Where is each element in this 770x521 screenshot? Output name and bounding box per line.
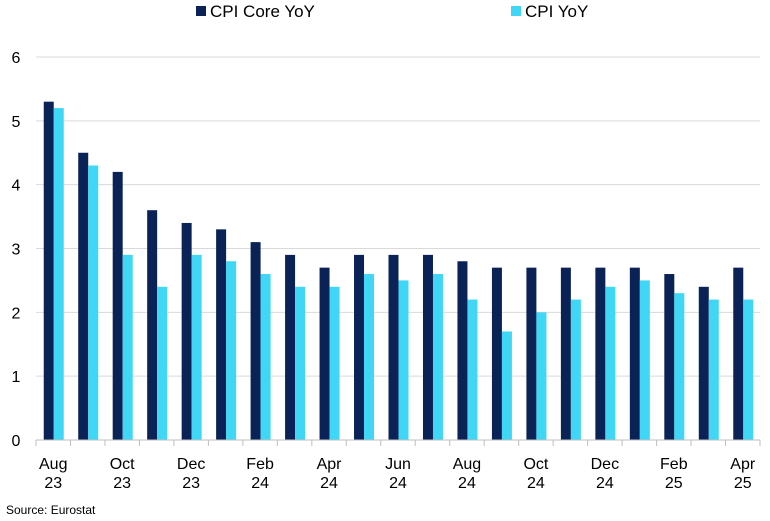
y-tick-label: 3: [12, 242, 21, 259]
bar-cpi-core: [422, 254, 433, 440]
bar-cpi: [605, 286, 616, 440]
x-tick-label: 24: [251, 475, 269, 492]
bar-cpi-core: [285, 254, 296, 440]
bar-cpi: [88, 165, 99, 440]
x-tick-label: Oct: [523, 456, 548, 473]
bar-cpi: [501, 331, 512, 440]
x-tick-label: Aug: [39, 456, 67, 473]
legend-swatch-cpi: [511, 6, 521, 16]
y-tick-label: 1: [12, 369, 21, 386]
bar-cpi-core: [354, 254, 365, 440]
bar-cpi: [122, 254, 133, 440]
x-tick-label: Apr: [317, 456, 343, 473]
bars: [43, 101, 754, 441]
y-tick-label: 4: [12, 178, 21, 195]
bar-cpi-core: [250, 242, 261, 440]
x-tick-label: 24: [596, 475, 614, 492]
bar-cpi-core: [319, 267, 330, 440]
bar-cpi-core: [629, 267, 640, 440]
bar-cpi-core: [181, 222, 192, 440]
bar-cpi: [53, 108, 64, 441]
bar-cpi: [467, 299, 478, 440]
bar-cpi-core: [78, 152, 89, 440]
x-tick-label: 25: [734, 475, 752, 492]
bar-cpi-core: [526, 267, 537, 440]
bar-cpi: [432, 274, 443, 440]
source-note: Source: Eurostat: [6, 503, 96, 517]
bar-cpi-core: [560, 267, 571, 440]
x-tick-label: Dec: [177, 456, 205, 473]
x-tick-label: 24: [458, 475, 476, 492]
x-tick-label: 24: [527, 475, 545, 492]
y-tick-label: 0: [12, 433, 21, 450]
bar-cpi: [329, 286, 340, 440]
bar-cpi-core: [698, 286, 709, 440]
bar-cpi: [570, 299, 581, 440]
x-tick-label: 24: [320, 475, 338, 492]
bar-cpi-core: [457, 261, 468, 440]
x-tick-label: 24: [389, 475, 407, 492]
bar-cpi-core: [147, 210, 158, 440]
bar-cpi-core: [491, 267, 502, 440]
bar-cpi: [226, 261, 237, 440]
y-tick-label: 5: [12, 114, 21, 131]
bar-cpi-core: [733, 267, 744, 440]
legend-label-cpi-core: CPI Core YoY: [210, 2, 315, 21]
bar-cpi-core: [43, 101, 54, 440]
legend: CPI Core YoY CPI YoY: [196, 2, 588, 21]
bar-cpi: [674, 293, 685, 440]
legend-swatch-cpi-core: [196, 6, 206, 16]
x-tick-label: Aug: [453, 456, 481, 473]
bar-cpi: [708, 299, 719, 440]
y-axis-ticks: 0 1 2 3 4 5 6: [12, 50, 21, 450]
legend-label-cpi: CPI YoY: [525, 2, 588, 21]
bar-cpi: [536, 312, 547, 440]
x-tick-label: Feb: [246, 456, 274, 473]
x-tick-label: Apr: [730, 456, 756, 473]
bar-cpi-core: [388, 254, 399, 440]
x-tick-label: Dec: [591, 456, 619, 473]
y-tick-label: 2: [12, 305, 21, 322]
bar-cpi: [295, 286, 306, 440]
x-axis: Aug 23 Oct 23 Dec 23 Feb 24 Apr 24 Jun 24 Aug 24 Oct 24…: [35, 439, 761, 492]
bar-cpi: [260, 274, 271, 440]
bar-cpi: [639, 280, 650, 440]
x-tick-label: 23: [113, 475, 131, 492]
x-tick-label: 25: [665, 475, 683, 492]
bar-cpi-core: [216, 229, 227, 440]
bar-cpi: [743, 299, 754, 440]
y-tick-label: 6: [12, 50, 21, 67]
bar-cpi-core: [664, 274, 675, 440]
bar-cpi: [191, 254, 202, 440]
x-tick-label: Oct: [110, 456, 135, 473]
x-tick-label: 23: [182, 475, 200, 492]
bar-cpi: [398, 280, 409, 440]
bar-cpi: [157, 286, 168, 440]
bar-cpi-core: [112, 171, 123, 440]
x-tick-label: 23: [44, 475, 62, 492]
bar-cpi-core: [595, 267, 606, 440]
x-tick-label: Feb: [660, 456, 688, 473]
x-tick-label: Jun: [385, 456, 411, 473]
bar-cpi: [364, 274, 375, 440]
